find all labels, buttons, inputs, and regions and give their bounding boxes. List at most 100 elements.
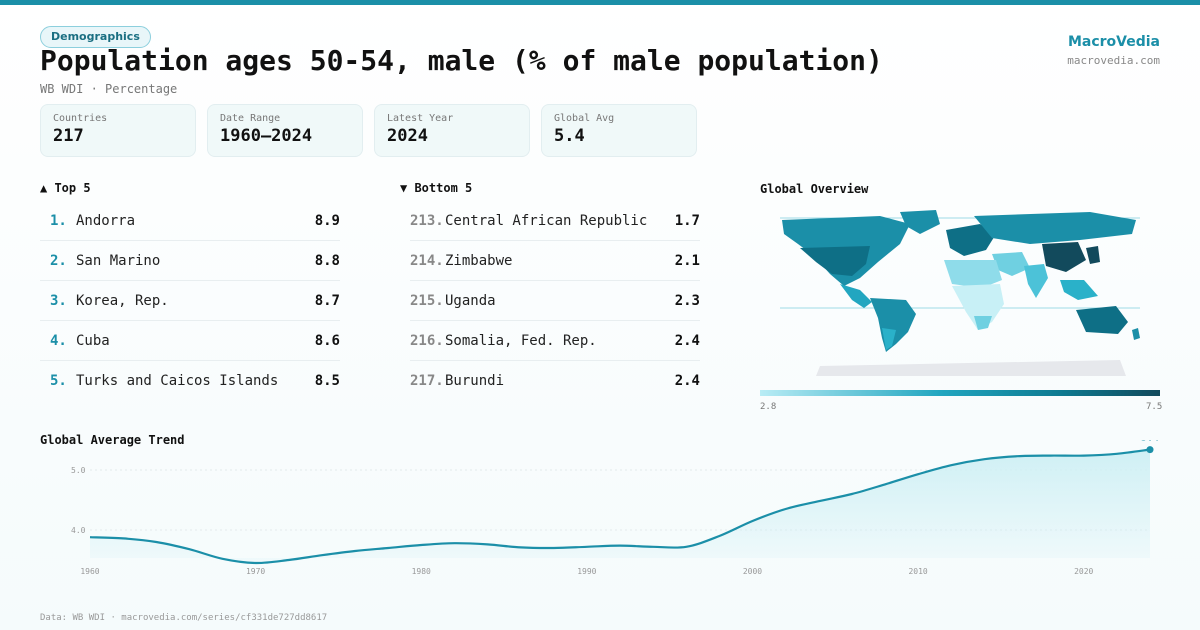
map-region-central-america <box>840 284 872 308</box>
list-item[interactable]: 4. Cuba 8.6 <box>40 321 340 361</box>
country-name: Burundi <box>445 373 505 389</box>
map-region-usa <box>800 246 870 276</box>
country-value: 8.6 <box>314 332 340 349</box>
map-region-antarctica <box>816 360 1126 376</box>
rank: 216. <box>410 332 444 349</box>
list-item[interactable]: 214. Zimbabwe 2.1 <box>410 241 700 281</box>
country-name: Uganda <box>445 292 496 309</box>
country-value: 2.3 <box>674 292 700 309</box>
country-name: Somalia, Fed. Rep. <box>445 332 597 349</box>
map-region-australia <box>1076 306 1128 334</box>
rank: 215. <box>410 292 444 309</box>
trend-heading: Global Average Trend <box>40 433 185 447</box>
x-tick-label: 1960 <box>80 567 99 576</box>
country-value: 2.1 <box>674 252 700 269</box>
rank: 213. <box>410 212 444 229</box>
list-item[interactable]: 1. Andorra 8.9 <box>40 201 340 241</box>
list-item[interactable]: 217. Burundi 2.4 <box>410 361 700 401</box>
global-overview-heading: Global Overview <box>760 182 869 196</box>
y-tick-label: 4.0 <box>71 526 86 535</box>
latest-point-marker <box>1146 446 1154 454</box>
map-region-southern-africa <box>974 316 992 330</box>
map-region-east-asia <box>1086 246 1100 264</box>
list-item[interactable]: 5. Turks and Caicos Islands 8.5 <box>40 361 340 401</box>
brand-name[interactable]: MacroVedia <box>1067 34 1160 50</box>
stat-card-date-range: Date Range 1960–2024 <box>207 104 363 157</box>
trend-area <box>90 449 1150 564</box>
category-badge[interactable]: Demographics <box>40 26 151 48</box>
list-item[interactable]: 3. Korea, Rep. 8.7 <box>40 281 340 321</box>
map-region-southeast-asia <box>1060 280 1098 300</box>
top5-heading: ▲ Top 5 <box>40 181 91 195</box>
map-region-new-zealand <box>1132 328 1140 340</box>
country-value: 8.5 <box>314 373 340 389</box>
map-region-middle-east <box>992 252 1030 276</box>
rank: 1. <box>50 212 67 229</box>
bottom5-list: 213. Central African Republic 1.7 214. Z… <box>410 201 700 401</box>
legend-max-label: 7.5 <box>1146 402 1163 412</box>
stat-value: 2024 <box>387 126 428 146</box>
stat-card-global-avg: Global Avg 5.4 <box>541 104 697 157</box>
country-name: Korea, Rep. <box>76 292 169 309</box>
x-tick-label: 1980 <box>412 567 431 576</box>
map-region-europe <box>946 224 996 256</box>
country-name: San Marino <box>76 252 161 269</box>
country-name: Andorra <box>76 212 136 229</box>
country-name: Turks and Caicos Islands <box>76 373 279 389</box>
stat-label: Countries <box>53 113 108 124</box>
country-value: 2.4 <box>674 332 700 349</box>
brand: MacroVedia macrovedia.com <box>1067 34 1160 67</box>
country-name: Cuba <box>76 332 110 349</box>
country-value: 8.7 <box>314 292 340 309</box>
legend-min-label: 2.8 <box>760 402 777 412</box>
map-region-greenland <box>900 210 940 234</box>
list-item[interactable]: 215. Uganda 2.3 <box>410 281 700 321</box>
list-item[interactable]: 213. Central African Republic 1.7 <box>410 201 700 241</box>
y-tick-label: 5.0 <box>71 466 86 475</box>
color-scale-legend <box>760 390 1160 396</box>
country-value: 8.8 <box>314 252 340 269</box>
x-tick-label: 1990 <box>577 567 596 576</box>
country-name: Central African Republic <box>445 212 648 229</box>
global-average-trend-chart[interactable]: 4.0 5.0 1960 1970 1980 1990 2000 2010 2020 5.4 <box>0 440 1200 590</box>
map-region-argentina <box>882 328 896 350</box>
stat-label: Date Range <box>220 113 281 124</box>
world-choropleth-map[interactable] <box>760 204 1160 384</box>
map-region-south-america <box>870 298 916 352</box>
stat-label: Global Avg <box>554 113 615 124</box>
map-region-north-africa <box>944 260 1002 288</box>
rank: 5. <box>50 373 67 389</box>
list-item[interactable]: 216. Somalia, Fed. Rep. 2.4 <box>410 321 700 361</box>
top-accent-bar <box>0 0 1200 5</box>
rank: 2. <box>50 252 67 269</box>
rank: 3. <box>50 292 67 309</box>
map-region-russia <box>974 212 1136 244</box>
stat-card-countries: Countries 217 <box>40 104 196 157</box>
footer-source: Data: WB WDI · macrovedia.com/series/cf3… <box>40 613 328 623</box>
stat-label: Latest Year <box>387 113 454 124</box>
x-tick-label: 2000 <box>743 567 762 576</box>
map-region-china <box>1042 242 1086 272</box>
country-value: 1.7 <box>674 212 700 229</box>
x-tick-label: 1970 <box>246 567 265 576</box>
x-tick-label: 2020 <box>1074 567 1093 576</box>
stat-card-latest-year: Latest Year 2024 <box>374 104 530 157</box>
page-subtitle: WB WDI · Percentage <box>40 82 178 96</box>
page-title: Population ages 50-54, male (% of male p… <box>40 44 883 77</box>
rank: 214. <box>410 252 444 269</box>
stat-value: 1960–2024 <box>220 126 313 146</box>
stat-value: 217 <box>53 126 84 146</box>
list-item[interactable]: 2. San Marino 8.8 <box>40 241 340 281</box>
top5-list: 1. Andorra 8.9 2. San Marino 8.8 3. Kore… <box>40 201 340 401</box>
stat-value: 5.4 <box>554 126 585 146</box>
bottom5-heading: ▼ Bottom 5 <box>400 181 473 195</box>
brand-url[interactable]: macrovedia.com <box>1067 54 1160 67</box>
country-value: 2.4 <box>674 373 700 389</box>
rank: 4. <box>50 332 67 349</box>
country-value: 8.9 <box>314 212 340 229</box>
x-tick-label: 2010 <box>908 567 927 576</box>
map-region-india <box>1024 264 1048 298</box>
latest-value-label: 5.4 <box>1141 440 1159 444</box>
rank: 217. <box>410 373 444 389</box>
country-name: Zimbabwe <box>445 252 513 269</box>
